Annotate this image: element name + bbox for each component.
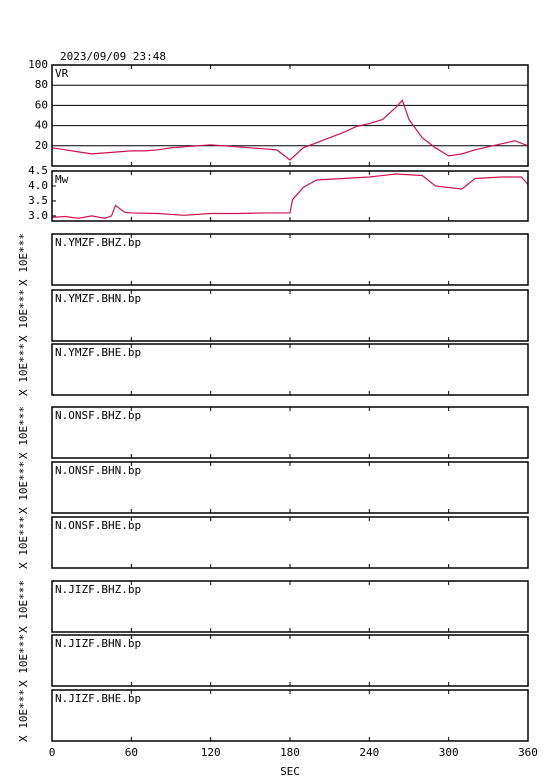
y-tick-label: 40: [35, 119, 48, 132]
x-tick-label: 300: [439, 746, 459, 759]
x-tick-label: 60: [125, 746, 138, 759]
trace-label: N.JIZF.BHE.bp: [55, 692, 141, 705]
y-tick-label: 4.0: [28, 179, 48, 192]
trace-label: N.ONSF.BHZ.bp: [55, 409, 141, 422]
trace-ylabel: X 10E***: [17, 634, 30, 687]
trace-ylabel: X 10E***: [17, 343, 30, 396]
data-line: [51, 173, 529, 219]
y-tick-label: 100: [28, 58, 48, 71]
y-tick-label: 4.5: [28, 164, 48, 177]
y-tick-label: 80: [35, 78, 48, 91]
panel-label: Mw: [55, 173, 69, 186]
trace-label: N.JIZF.BHZ.bp: [55, 583, 141, 596]
y-tick-label: 3.0: [28, 209, 48, 222]
chart-title: 2023/09/09 23:48: [60, 50, 166, 63]
trace-label: N.YMZF.BHZ.bp: [55, 236, 141, 249]
trace-label: N.YMZF.BHE.bp: [55, 346, 141, 359]
x-tick-label: 120: [201, 746, 221, 759]
panel-label: VR: [55, 67, 69, 80]
y-tick-label: 3.5: [28, 194, 48, 207]
trace-ylabel: X 10E***: [17, 689, 30, 742]
y-tick-label: 60: [35, 98, 48, 111]
trace-ylabel: X 10E***: [17, 580, 30, 633]
x-axis-label: SEC: [280, 765, 300, 778]
trace-ylabel: X 10E***: [17, 233, 30, 286]
trace-ylabel: X 10E***: [17, 289, 30, 342]
trace-ylabel: X 10E***: [17, 516, 30, 569]
trace-label: N.JIZF.BHN.bp: [55, 637, 141, 650]
trace-ylabel: X 10E***: [17, 406, 30, 459]
panel-frame: [51, 64, 529, 167]
x-tick-label: 180: [280, 746, 300, 759]
y-tick-label: 20: [35, 139, 48, 152]
x-tick-label: 360: [518, 746, 538, 759]
trace-label: N.ONSF.BHN.bp: [55, 464, 141, 477]
x-tick-label: 0: [49, 746, 56, 759]
x-tick-label: 240: [359, 746, 379, 759]
data-line: [51, 99, 529, 161]
trace-label: N.ONSF.BHE.bp: [55, 519, 141, 532]
trace-label: N.YMZF.BHN.bp: [55, 292, 141, 305]
trace-ylabel: X 10E***: [17, 461, 30, 514]
